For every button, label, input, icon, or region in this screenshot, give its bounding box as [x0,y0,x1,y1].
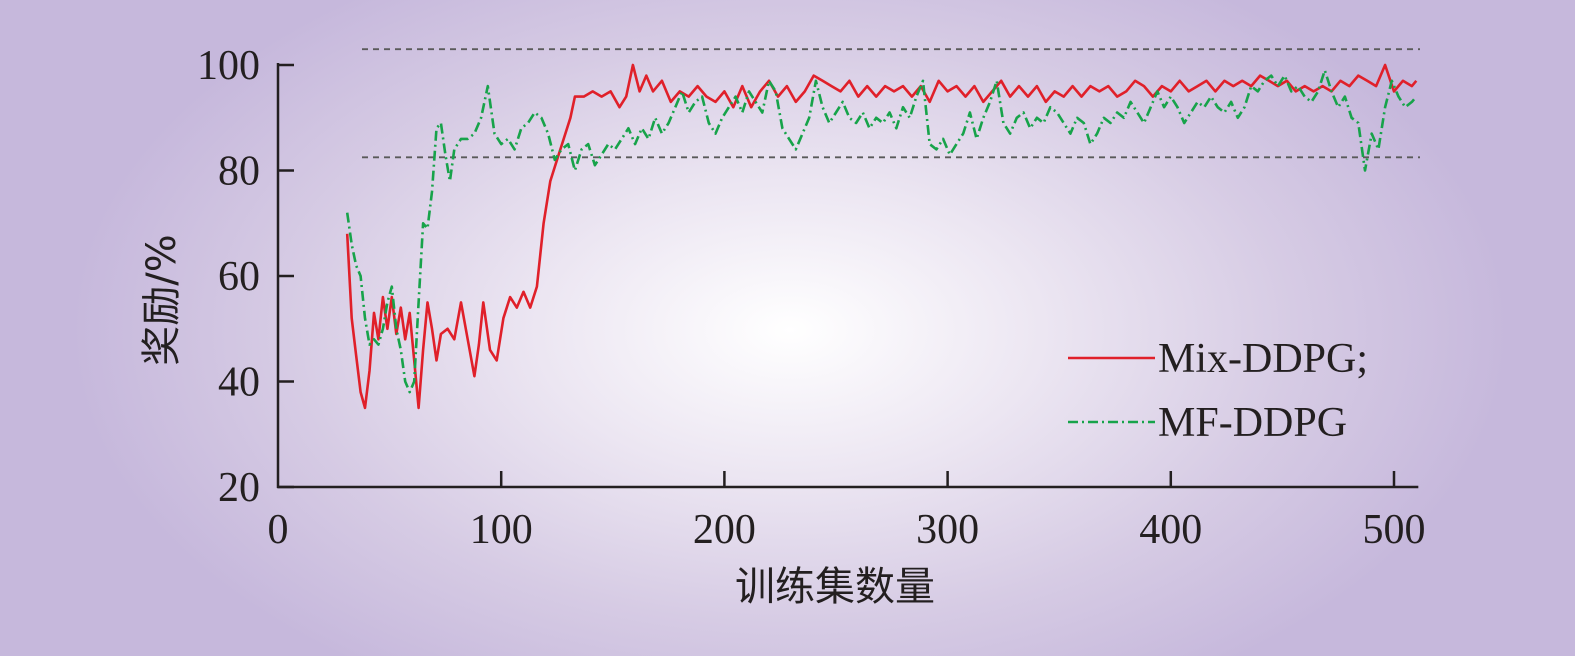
y-tick-label: 60 [218,254,260,300]
x-tick-label: 500 [1363,507,1426,553]
x-tick-label: 400 [1139,507,1202,553]
series-line [345,69,1418,394]
y-tick-label: 80 [218,149,260,195]
x-tick-label: 100 [470,507,533,553]
x-axis-title: 训练集数量 [735,564,935,610]
reference-lines [362,48,1420,159]
legend-label: Mix-DDPG; [1158,336,1368,382]
y-tick-label: 20 [218,465,260,511]
y-tick-label: 100 [197,43,260,89]
ticks: 20 40 60 80 100 0 100 200 300 400 500 [197,43,1426,553]
y-tick-label: 40 [218,360,260,406]
series-line [345,63,1418,410]
legend-label: MF-DDPG [1158,400,1347,446]
series-layer [345,63,1418,410]
x-tick-label: 0 [268,507,289,553]
legend: Mix-DDPG; MF-DDPG [1068,336,1368,446]
y-axis-title: 奖励/% [139,234,185,365]
x-tick-label: 200 [693,507,756,553]
x-tick-label: 300 [916,507,979,553]
